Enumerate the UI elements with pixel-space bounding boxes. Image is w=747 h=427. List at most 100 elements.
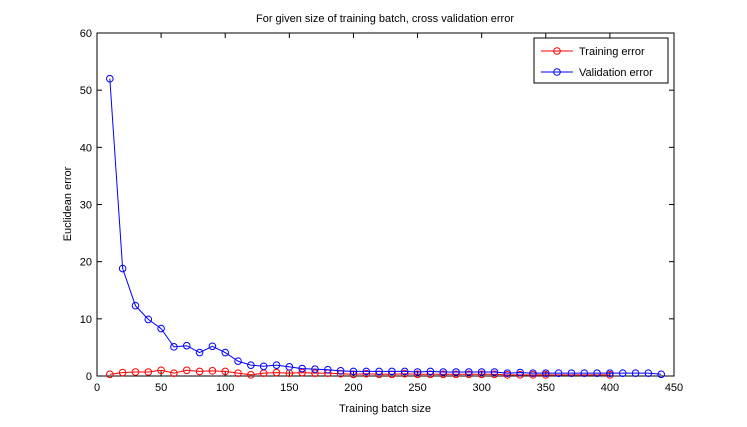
data-point-training-error — [400, 369, 409, 378]
data-point-training-error — [144, 368, 153, 376]
x-tick-label: 250 — [408, 382, 426, 394]
data-point-validation-error — [324, 365, 332, 374]
data-point-validation-error — [631, 369, 640, 377]
data-point-training-error — [298, 368, 306, 377]
data-point-validation-error — [195, 348, 204, 357]
x-tick-label: 400 — [601, 382, 619, 394]
data-point-validation-error — [567, 369, 576, 377]
data-point-training-error — [182, 366, 191, 375]
data-point-validation-error — [285, 363, 294, 371]
data-point-validation-error — [452, 368, 460, 376]
data-point-validation-error — [349, 367, 358, 376]
data-point-validation-error — [311, 365, 319, 373]
data-point-validation-error — [490, 368, 499, 376]
data-point-validation-error — [106, 74, 114, 83]
axis-ticks: 0 50 100 150 200 250 300 350 400 450 0 10 20 30 40 50 60 — [80, 28, 683, 394]
data-point-validation-error — [657, 370, 665, 379]
data-point-validation-error — [554, 369, 563, 377]
data-point-training-error — [272, 368, 281, 377]
data-point-validation-error — [580, 369, 589, 377]
x-axis-label: Training batch size — [339, 403, 431, 415]
series-layer — [106, 74, 665, 379]
data-point-validation-error — [272, 361, 281, 369]
y-tick-label: 40 — [80, 142, 92, 154]
x-tick-label: 50 — [155, 382, 167, 394]
data-point-training-error — [170, 369, 178, 377]
x-tick-label: 300 — [472, 382, 490, 394]
data-point-validation-error — [247, 361, 255, 369]
data-point-validation-error — [465, 368, 473, 376]
legend: Training error Validation error — [533, 37, 669, 84]
plot-area — [96, 32, 675, 377]
data-point-training-error — [311, 369, 319, 377]
data-point-validation-error — [208, 342, 217, 351]
legend-label-validation: Validation error — [579, 67, 653, 79]
data-point-validation-error — [221, 348, 230, 357]
data-point-validation-error — [336, 367, 345, 375]
data-point-training-error — [465, 370, 473, 379]
data-point-validation-error — [644, 369, 653, 377]
legend-label-training: Training error — [579, 46, 645, 58]
series-line-validation-error — [109, 78, 662, 375]
data-point-training-error — [362, 369, 371, 378]
x-tick-label: 100 — [216, 382, 234, 394]
data-point-validation-error — [618, 369, 627, 377]
legend-marker-validation — [553, 68, 561, 76]
data-point-training-error — [477, 370, 486, 379]
data-point-training-error — [439, 370, 448, 379]
data-point-validation-error — [593, 369, 601, 377]
y-tick-label: 0 — [86, 371, 92, 383]
data-point-validation-error — [157, 324, 165, 333]
x-tick-label: 150 — [280, 382, 298, 394]
data-point-validation-error — [477, 368, 486, 376]
data-point-training-error — [131, 368, 140, 376]
data-point-validation-error — [170, 343, 178, 351]
x-tick-label: 200 — [344, 382, 362, 394]
data-point-validation-error — [118, 264, 127, 273]
data-point-validation-error — [375, 367, 383, 376]
data-point-training-error — [221, 367, 230, 376]
data-point-validation-error — [529, 369, 537, 377]
legend-marker-training — [553, 47, 561, 55]
data-point-validation-error — [413, 368, 422, 376]
y-tick-label: 20 — [80, 257, 92, 269]
data-point-training-error — [234, 369, 242, 377]
x-tick-label: 350 — [537, 382, 555, 394]
data-point-training-error — [490, 370, 499, 379]
data-point-training-error — [208, 367, 217, 375]
data-point-training-error — [106, 370, 114, 379]
data-point-training-error — [516, 371, 524, 379]
x-tick-label: 450 — [665, 382, 683, 394]
data-point-validation-error — [426, 367, 435, 376]
data-point-training-error — [413, 370, 422, 379]
data-point-training-error — [118, 368, 127, 377]
data-point-validation-error — [516, 368, 524, 377]
y-tick-label: 60 — [80, 28, 92, 40]
data-point-training-error — [195, 367, 204, 376]
y-tick-label: 50 — [80, 85, 92, 97]
data-point-validation-error — [144, 315, 153, 324]
y-tick-label: 10 — [80, 314, 92, 326]
data-point-validation-error — [503, 369, 512, 377]
data-point-validation-error — [400, 367, 409, 376]
data-point-validation-error — [439, 368, 448, 376]
x-tick-label: 0 — [94, 382, 100, 394]
data-point-validation-error — [259, 362, 268, 371]
y-axis-label: Euclidean error — [62, 166, 74, 241]
data-point-validation-error — [541, 369, 550, 377]
y-tick-label: 30 — [80, 200, 92, 212]
data-point-validation-error — [234, 357, 242, 365]
data-point-validation-error — [131, 301, 140, 310]
data-point-validation-error — [182, 341, 191, 350]
series-validation-error — [106, 74, 665, 379]
data-point-validation-error — [606, 369, 614, 377]
data-point-training-error — [157, 366, 165, 375]
data-point-validation-error — [388, 367, 396, 376]
data-point-training-error — [452, 370, 460, 379]
data-point-validation-error — [298, 364, 306, 373]
data-point-training-error — [247, 371, 255, 379]
chart-title: For given size of training batch, cross … — [256, 13, 514, 25]
data-point-validation-error — [362, 367, 371, 376]
